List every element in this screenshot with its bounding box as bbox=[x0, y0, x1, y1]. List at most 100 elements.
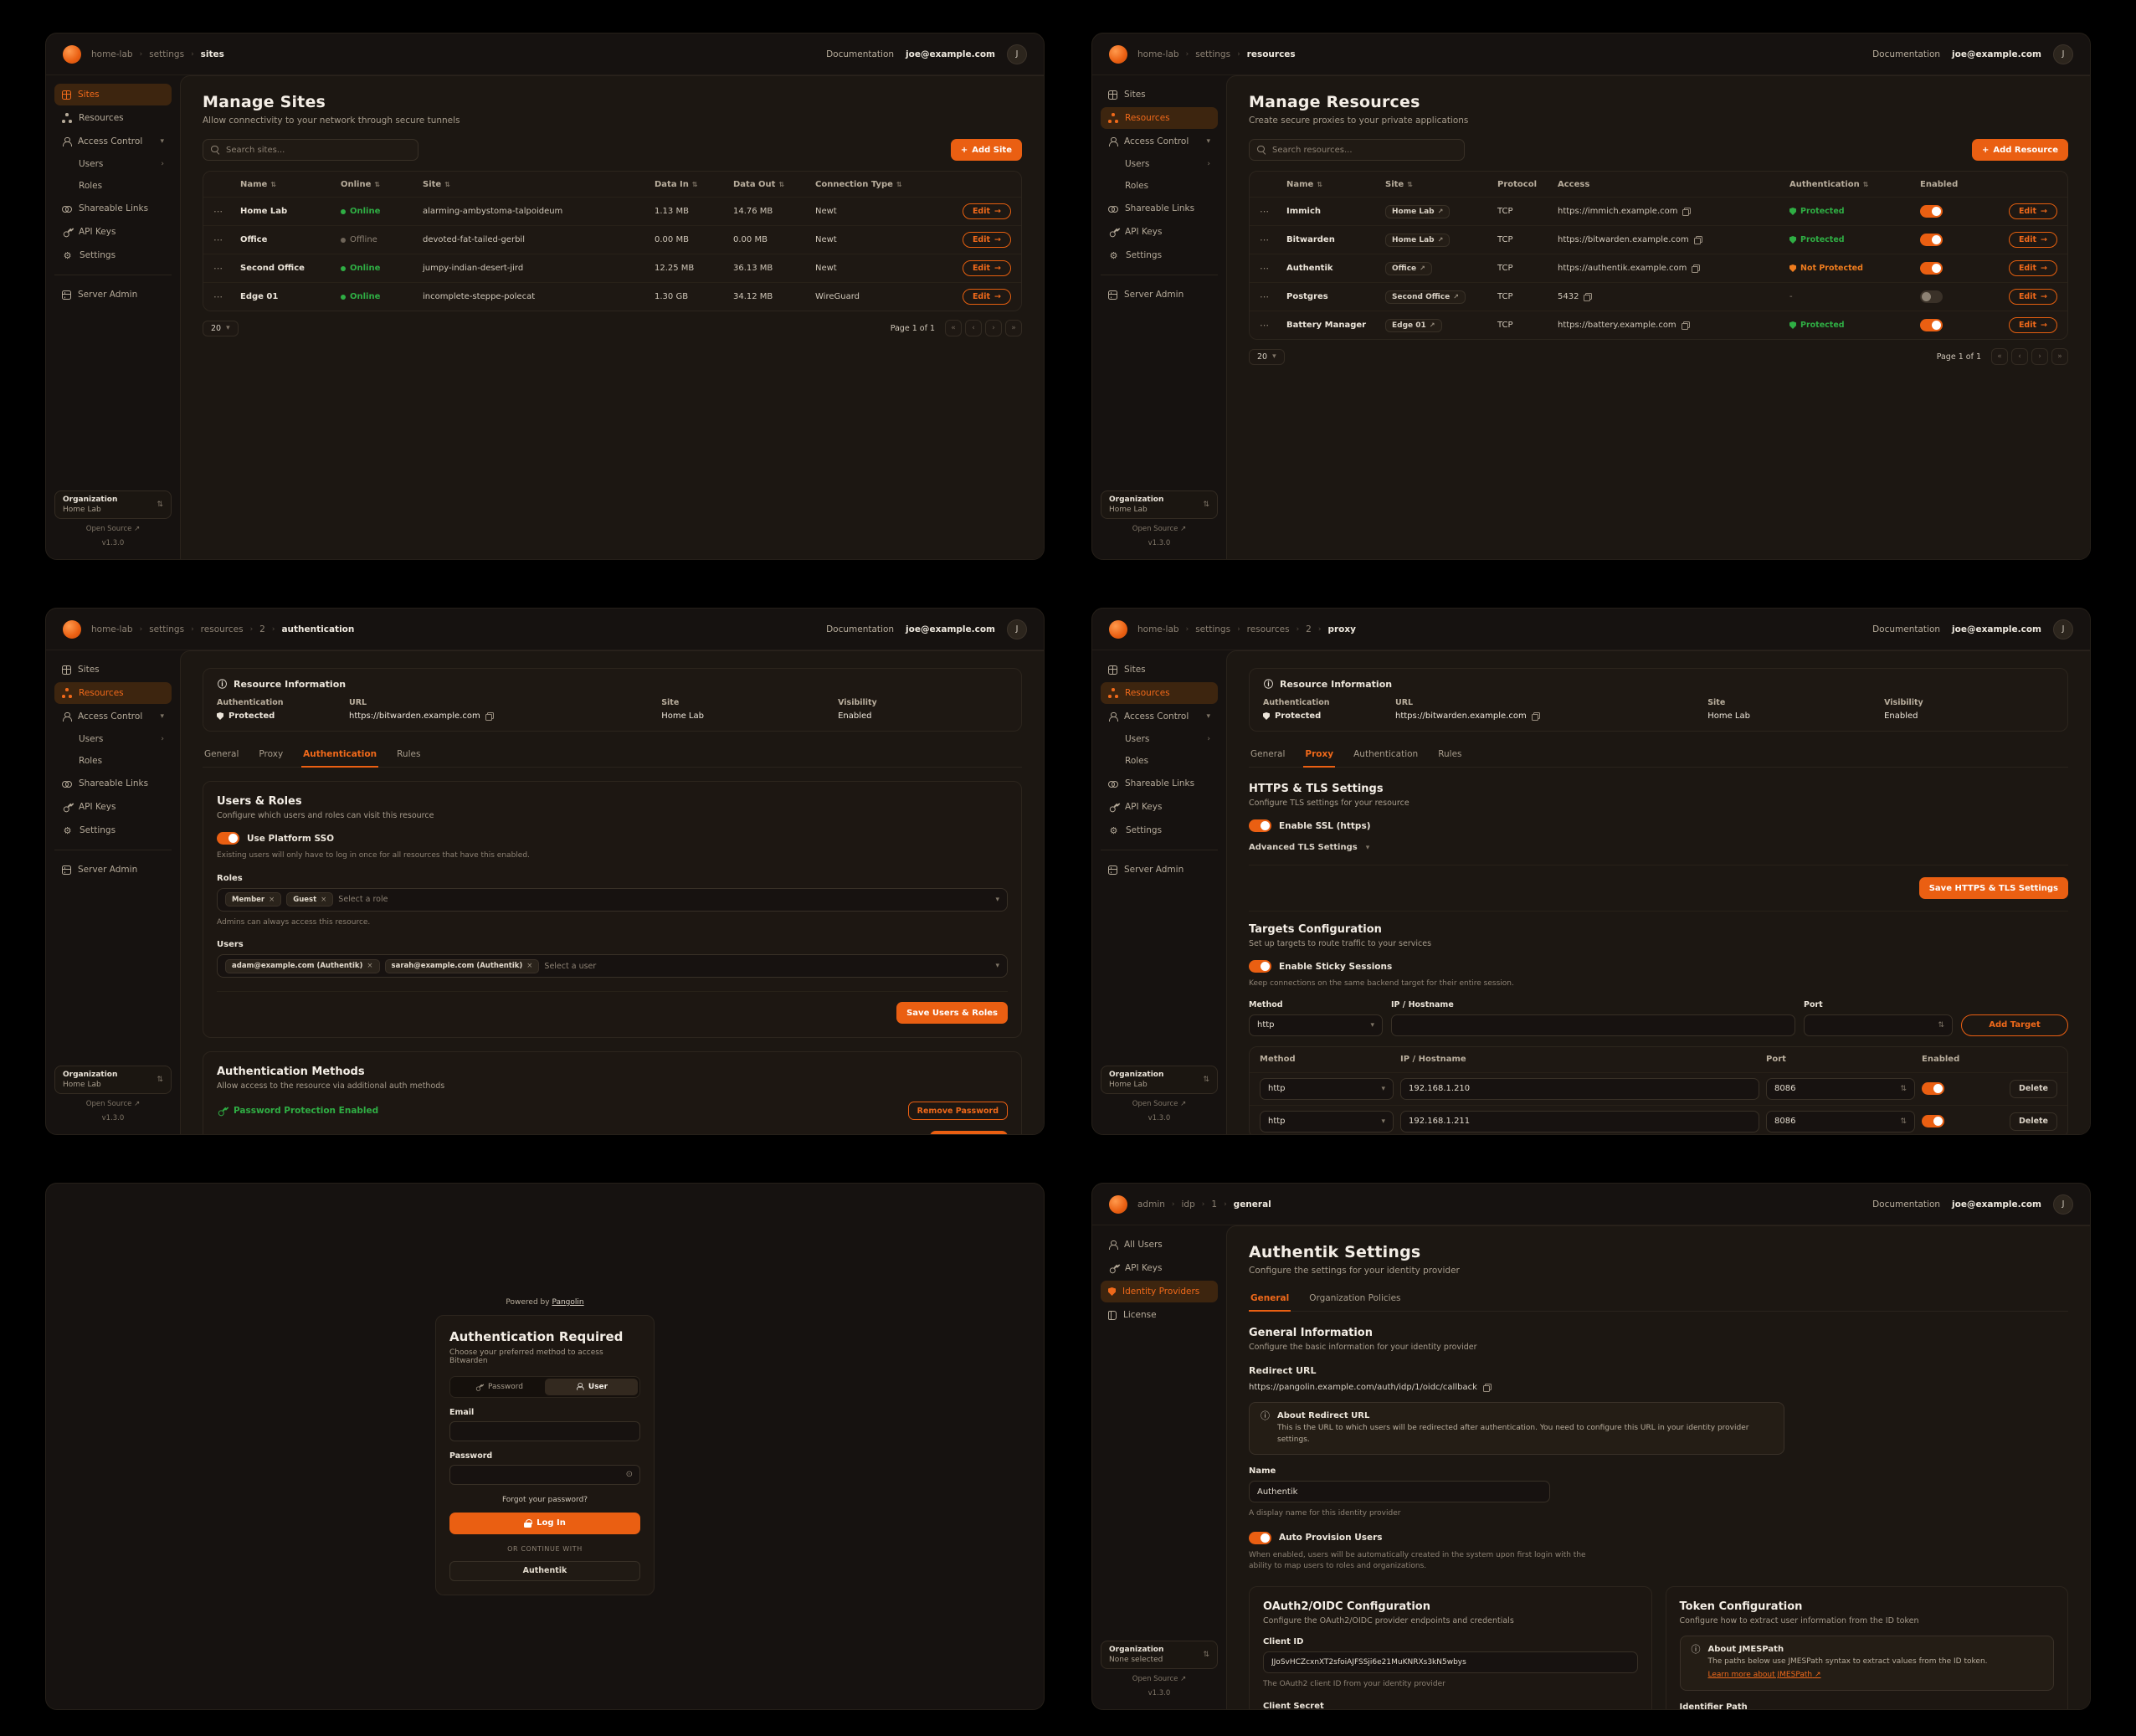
breadcrumb-item[interactable]: 2 bbox=[1306, 624, 1312, 634]
breadcrumb-item[interactable]: home-lab bbox=[91, 49, 133, 59]
save-https-button[interactable]: Save HTTPS & TLS Settings bbox=[1918, 877, 2068, 899]
copy-icon[interactable] bbox=[1692, 264, 1701, 273]
edit-button[interactable]: Edit → bbox=[962, 260, 1011, 276]
copy-icon[interactable] bbox=[1531, 711, 1540, 721]
column-access[interactable]: Access bbox=[1558, 179, 1590, 189]
row-menu-button[interactable]: ⋯ bbox=[1260, 263, 1280, 274]
copy-icon[interactable] bbox=[1681, 321, 1690, 330]
row-menu-button[interactable]: ⋯ bbox=[1260, 206, 1280, 217]
site-link[interactable]: Home Lab ↗ bbox=[1385, 233, 1451, 247]
sidebar-item-roles[interactable]: Roles bbox=[79, 756, 103, 766]
tab-authentication[interactable]: Authentication bbox=[1353, 749, 1419, 759]
column-site[interactable]: Site ⇅ bbox=[1385, 179, 1413, 189]
sidebar-item-api-keys[interactable]: API Keys bbox=[1101, 221, 1218, 243]
sidebar-item-settings[interactable]: ⚙ Settings bbox=[63, 249, 116, 261]
breadcrumb-item[interactable]: home-lab bbox=[1137, 49, 1179, 59]
sidebar-item-users[interactable]: Users › bbox=[1125, 734, 1210, 744]
sidebar-item-shareable-links[interactable]: Shareable Links bbox=[1101, 773, 1218, 794]
search-input[interactable] bbox=[226, 145, 410, 155]
sidebar-item-users[interactable]: Users › bbox=[79, 159, 164, 169]
sidebar-item-identity-providers[interactable]: Identity Providers bbox=[1101, 1281, 1218, 1302]
organization-selector[interactable]: Organization Home Lab ⇅ bbox=[1101, 490, 1218, 519]
column-site[interactable]: Site ⇅ bbox=[423, 179, 450, 189]
sidebar-item-users[interactable]: Users › bbox=[79, 734, 164, 744]
sidebar-item-resources[interactable]: Resources bbox=[54, 682, 172, 704]
tab-rules[interactable]: Rules bbox=[397, 749, 421, 759]
delete-target-button[interactable]: Delete bbox=[2009, 1079, 2057, 1098]
sidebar-item-all-users[interactable]: All Users bbox=[1101, 1234, 1218, 1256]
stepper-icon[interactable]: ⇅ bbox=[1900, 1117, 1907, 1126]
breadcrumb-item[interactable]: 1 bbox=[1211, 1199, 1218, 1210]
tab-organization-policies[interactable]: Organization Policies bbox=[1309, 1293, 1401, 1303]
forgot-password-link[interactable]: Forgot your password? bbox=[501, 1495, 588, 1504]
user-email[interactable]: joe@example.com bbox=[1952, 49, 2041, 59]
breadcrumb-item[interactable]: resources bbox=[1246, 624, 1290, 634]
row-menu-button[interactable]: ⋯ bbox=[213, 263, 234, 274]
target-enabled-toggle[interactable] bbox=[1922, 1082, 1944, 1095]
jmespath-link[interactable]: Learn more about JMESPath ↗ bbox=[1707, 1671, 1821, 1679]
method-select[interactable]: http ▾ bbox=[1260, 1110, 1394, 1133]
name-input[interactable] bbox=[1249, 1481, 1550, 1502]
eye-icon[interactable]: ⊙ bbox=[625, 1470, 633, 1479]
remove-chip-icon[interactable]: × bbox=[269, 895, 275, 904]
add-site-button[interactable]: + Add Site bbox=[950, 139, 1022, 161]
users-combobox[interactable]: adam@example.com (Authentik) × sarah@exam… bbox=[217, 954, 1008, 978]
copy-icon[interactable] bbox=[485, 711, 494, 721]
copy-icon[interactable] bbox=[1693, 235, 1702, 244]
first-page-button[interactable]: « bbox=[945, 320, 962, 336]
edit-button[interactable]: Edit → bbox=[962, 203, 1011, 219]
sidebar-item-resources[interactable]: Resources bbox=[54, 107, 172, 129]
rows-per-page-select[interactable]: 20 ▾ bbox=[1249, 348, 1285, 365]
avatar[interactable]: J bbox=[1007, 619, 1027, 639]
sidebar-item-shareable-links[interactable]: Shareable Links bbox=[54, 773, 172, 794]
edit-button[interactable]: Edit → bbox=[2008, 203, 2057, 219]
site-link[interactable]: Home Lab ↗ bbox=[1385, 204, 1451, 218]
row-menu-button[interactable]: ⋯ bbox=[213, 234, 234, 245]
sidebar-item-access-control[interactable]: Access Control ▾ bbox=[1101, 131, 1218, 152]
column-protocol[interactable]: Protocol bbox=[1497, 179, 1538, 189]
enabled-toggle[interactable] bbox=[1920, 262, 1943, 275]
target-enabled-toggle[interactable] bbox=[1922, 1115, 1944, 1127]
edit-button[interactable]: Edit → bbox=[962, 232, 1011, 248]
sidebar-item-resources[interactable]: Resources bbox=[1101, 107, 1218, 129]
port-input[interactable]: 8086 ⇅ bbox=[1766, 1110, 1915, 1133]
sidebar-item-access-control[interactable]: Access Control ▾ bbox=[54, 131, 172, 152]
sidebar-item-server-admin[interactable]: Server Admin bbox=[1101, 859, 1218, 881]
row-menu-button[interactable]: ⋯ bbox=[1260, 291, 1280, 302]
user-email[interactable]: joe@example.com bbox=[1952, 1199, 2041, 1210]
breadcrumb-item[interactable]: settings bbox=[149, 49, 185, 59]
site-link[interactable]: Second Office ↗ bbox=[1385, 290, 1466, 304]
advanced-tls-toggle[interactable]: Advanced TLS Settings ▾ bbox=[1249, 843, 1370, 852]
open-source-link[interactable]: Open Source ↗ bbox=[1132, 525, 1187, 533]
open-source-link[interactable]: Open Source ↗ bbox=[1132, 1100, 1187, 1108]
organization-selector[interactable]: Organization None selected ⇅ bbox=[1101, 1641, 1218, 1669]
breadcrumb-item[interactable]: idp bbox=[1181, 1199, 1195, 1210]
enabled-toggle[interactable] bbox=[1920, 205, 1943, 218]
sidebar-item-settings[interactable]: ⚙ Settings bbox=[1109, 249, 1163, 261]
ip-hostname-input[interactable] bbox=[1391, 1014, 1795, 1036]
prev-page-button[interactable]: ‹ bbox=[965, 320, 982, 336]
sidebar-item-sites[interactable]: Sites bbox=[1101, 84, 1218, 105]
rows-per-page-select[interactable]: 20 ▾ bbox=[203, 320, 239, 336]
breadcrumb-item[interactable]: admin bbox=[1137, 1199, 1165, 1210]
enable-ssl-toggle[interactable] bbox=[1249, 819, 1271, 832]
tab-proxy[interactable]: Proxy bbox=[259, 749, 284, 759]
remove-chip-icon[interactable]: × bbox=[526, 962, 533, 970]
last-page-button[interactable]: » bbox=[2051, 348, 2068, 365]
pangolin-link[interactable]: Pangolin bbox=[552, 1297, 584, 1307]
sticky-sessions-toggle[interactable] bbox=[1249, 960, 1271, 973]
sidebar-item-settings[interactable]: ⚙ Settings bbox=[1109, 824, 1163, 836]
breadcrumb-item[interactable]: home-lab bbox=[1137, 624, 1179, 634]
method-select[interactable]: http ▾ bbox=[1249, 1014, 1383, 1036]
column-enabled[interactable]: Enabled bbox=[1920, 179, 1959, 189]
search-input[interactable] bbox=[1272, 145, 1456, 155]
save-users-roles-button[interactable]: Save Users & Roles bbox=[896, 1002, 1008, 1024]
row-menu-button[interactable]: ⋯ bbox=[213, 291, 234, 302]
breadcrumb-item[interactable]: resources bbox=[200, 624, 244, 634]
edit-button[interactable]: Edit → bbox=[962, 289, 1011, 305]
column-data-in[interactable]: Data In ⇅ bbox=[655, 179, 698, 189]
breadcrumb-item[interactable]: home-lab bbox=[91, 624, 133, 634]
row-menu-button[interactable]: ⋯ bbox=[213, 206, 234, 217]
sidebar-item-roles[interactable]: Roles bbox=[1125, 756, 1149, 766]
enabled-toggle[interactable] bbox=[1920, 234, 1943, 246]
